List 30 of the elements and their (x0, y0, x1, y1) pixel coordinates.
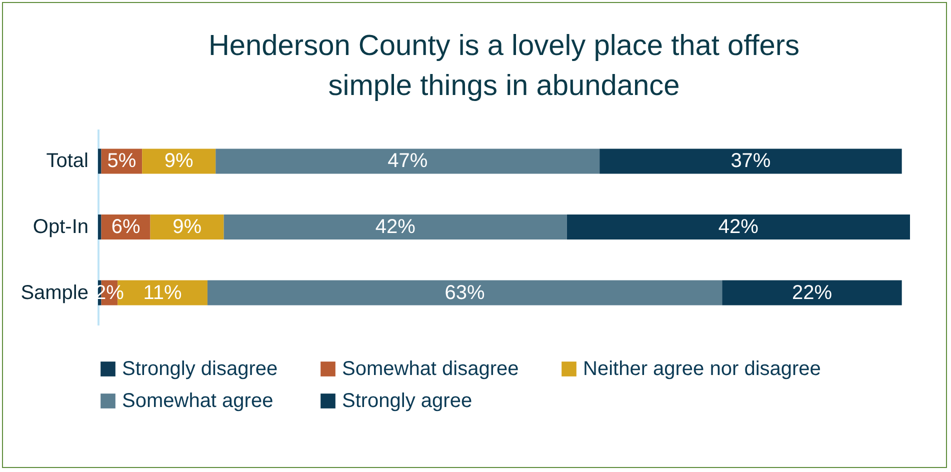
bar (600, 148, 902, 174)
bar (98, 214, 102, 240)
bar (566, 214, 910, 240)
data-label: 47% (388, 150, 428, 172)
legend-label: Somewhat disagree (342, 358, 519, 380)
data-label: 22% (792, 282, 832, 304)
bar (150, 214, 224, 240)
data-label: 9% (164, 150, 194, 172)
data-label: 6% (111, 216, 140, 238)
bar (224, 214, 567, 240)
legend-label: Neither agree nor disagree (583, 358, 821, 380)
data-label: 63% (444, 282, 486, 304)
data-label: 42% (718, 216, 759, 238)
bar (98, 148, 102, 174)
y-tick-label: Opt-In (32, 216, 88, 238)
y-tick-label: Sample (20, 282, 88, 304)
data-label: 11% (143, 282, 182, 304)
bar (142, 148, 216, 174)
bar (722, 280, 902, 306)
data-label: 37% (730, 150, 771, 172)
chart-title: Henderson County is a lovely place that offers simple things in abundance (208, 30, 800, 102)
legend-label: Strongly agree (342, 390, 472, 412)
data-label: 9% (172, 216, 202, 238)
y-tick-label: Total (46, 150, 88, 172)
data-label: 42% (375, 216, 416, 238)
bar (207, 280, 722, 306)
legend-label: Strongly disagree (122, 358, 278, 380)
data-label: 5% (107, 150, 136, 172)
legend-label: Somewhat agree (122, 390, 274, 412)
bar (216, 148, 600, 174)
